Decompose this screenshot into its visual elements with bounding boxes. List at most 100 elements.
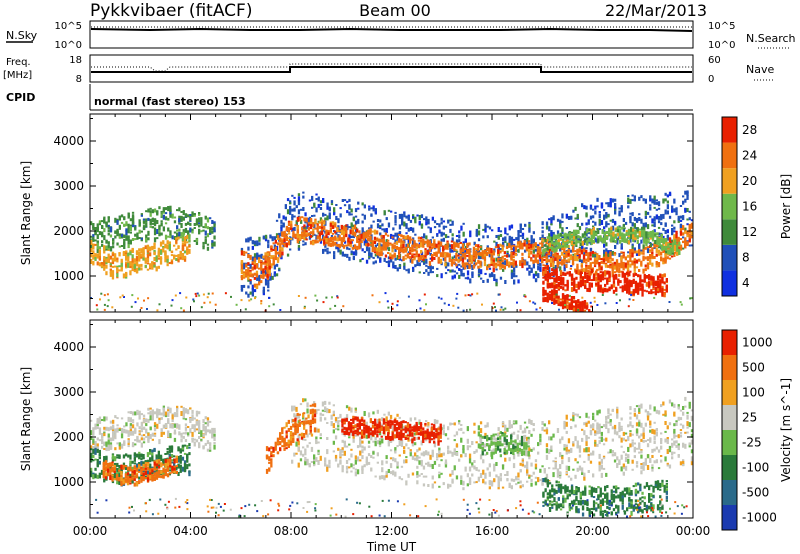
velocity-cell	[206, 440, 210, 445]
power-cell	[488, 263, 491, 268]
power-cell	[120, 214, 124, 218]
nsearch-label: N.Search	[746, 32, 796, 45]
power-cell	[566, 239, 569, 245]
power-cell	[177, 257, 180, 263]
velocity-cell	[103, 448, 106, 450]
power-cell	[563, 261, 566, 265]
velocity-cell	[350, 463, 353, 468]
power-cell	[577, 299, 580, 303]
power-cell	[96, 248, 99, 254]
power-cell	[638, 217, 641, 221]
power-cell	[608, 286, 611, 291]
power-cell	[574, 206, 577, 211]
power-cell	[287, 227, 291, 233]
power-cell	[398, 248, 401, 253]
power-cell	[271, 275, 274, 280]
power-cell	[645, 232, 648, 237]
power-cell	[555, 294, 558, 299]
power-cell	[570, 265, 573, 267]
power-cell	[402, 243, 405, 248]
power-cell	[334, 223, 337, 228]
power-cell	[311, 215, 314, 217]
power-cell	[136, 235, 139, 240]
power-cell	[524, 295, 527, 298]
power-cell	[402, 235, 405, 240]
power-cell	[405, 243, 408, 247]
power-cell	[578, 260, 582, 263]
power-cell	[369, 229, 372, 235]
velocity-cell	[178, 431, 181, 436]
power-cell	[595, 276, 598, 282]
power-cell	[374, 244, 377, 249]
power-cell	[301, 216, 304, 219]
power-cell	[660, 233, 663, 236]
power-cell	[367, 229, 370, 235]
power-cell	[671, 255, 674, 258]
power-cell	[614, 206, 617, 209]
power-cell	[682, 195, 685, 198]
power-cell	[211, 242, 214, 247]
power-cell	[311, 195, 314, 201]
power-cell	[565, 227, 568, 229]
velocity-cell	[295, 406, 298, 412]
power-cell	[542, 287, 545, 292]
power-cell	[477, 230, 481, 236]
power-cell	[418, 264, 421, 267]
power-cell	[629, 216, 632, 219]
power-cell	[610, 230, 613, 233]
nsky-trace	[90, 27, 693, 32]
power-cell	[279, 239, 282, 242]
power-cell	[401, 213, 404, 218]
power-cell	[654, 283, 657, 287]
power-cell	[146, 253, 150, 259]
velocity-cell	[299, 403, 303, 406]
power-cell	[211, 226, 214, 231]
power-cell	[166, 258, 169, 263]
power-cell	[601, 275, 605, 279]
power-cell	[466, 254, 469, 257]
power-cell	[534, 255, 537, 261]
velocity-cell	[209, 442, 212, 445]
velocity-cell	[326, 449, 329, 455]
power-cell	[684, 243, 687, 249]
power-cell	[125, 266, 128, 269]
power-cell	[316, 228, 319, 233]
power-cell	[532, 301, 535, 304]
velocity-cell	[112, 436, 115, 441]
power-cell	[439, 258, 443, 264]
power-cell	[147, 208, 150, 213]
power-cell	[647, 231, 650, 235]
power-cell	[585, 264, 588, 267]
power-cell	[268, 256, 271, 261]
power-cell	[661, 279, 664, 284]
velocity-cell	[310, 433, 314, 437]
power-cell	[665, 278, 668, 282]
velocity-cell	[193, 424, 196, 428]
power-cell	[140, 230, 143, 233]
velocity-cell	[343, 450, 346, 456]
velocity-cell	[164, 423, 168, 428]
power-cell	[641, 226, 644, 232]
power-cell	[477, 265, 480, 269]
power-cell	[149, 212, 152, 217]
power-cell	[626, 269, 630, 274]
power-cell	[420, 255, 423, 261]
power-cell	[646, 265, 650, 270]
power-cell	[653, 223, 656, 228]
power-cell	[616, 242, 619, 245]
power-cell	[327, 232, 330, 236]
velocity-cell	[308, 463, 311, 468]
power-cell	[570, 276, 574, 281]
power-cell	[382, 235, 385, 239]
power-cell	[323, 221, 326, 225]
power-cell	[578, 258, 582, 261]
velocity-cell	[195, 428, 199, 431]
power-cell	[458, 230, 461, 234]
power-cell	[632, 232, 635, 235]
velocity-cell	[328, 459, 331, 465]
power-cell	[576, 256, 579, 262]
power-cell	[504, 230, 507, 235]
power-cell	[662, 198, 665, 204]
velocity-cell	[304, 450, 307, 456]
power-cell	[131, 219, 135, 225]
